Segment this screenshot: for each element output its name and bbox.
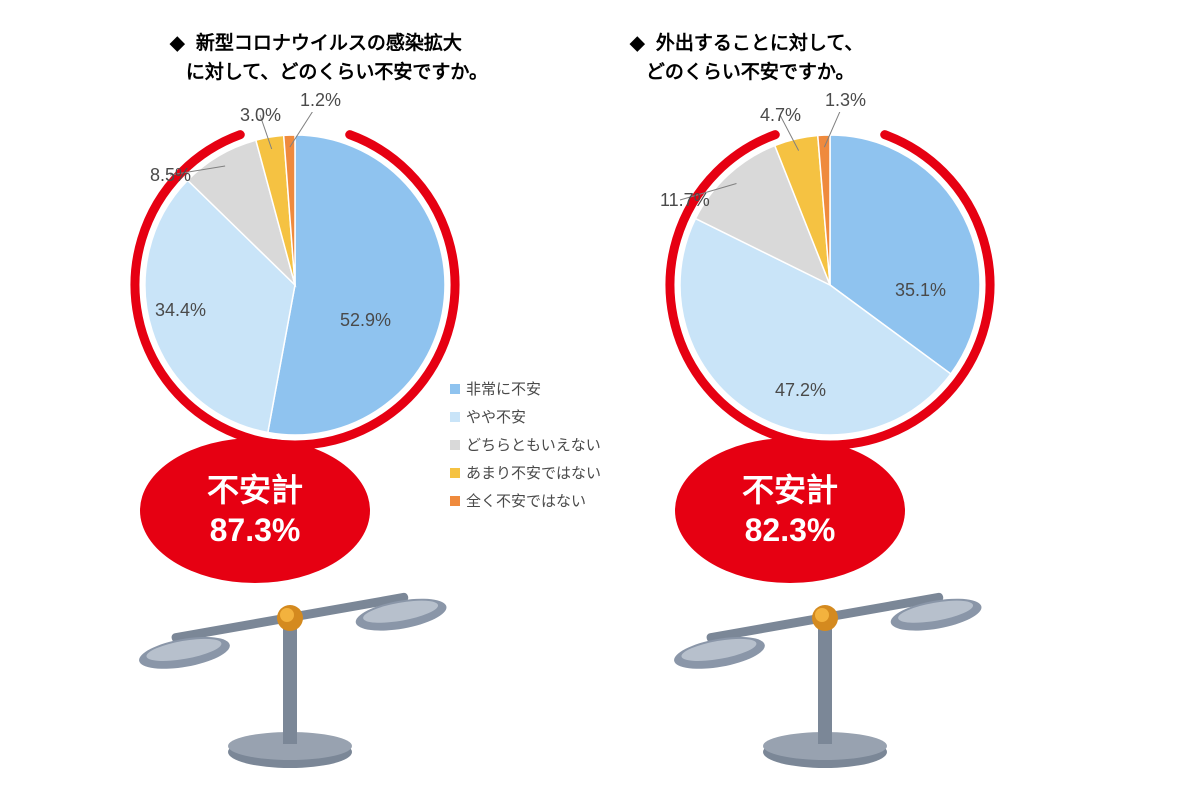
pie-label-neither: 8.5%	[150, 165, 191, 186]
legend-label: 非常に不安	[466, 378, 541, 399]
pie-label-not_very: 3.0%	[240, 105, 281, 126]
diamond-icon: ◆	[630, 30, 645, 59]
question-title-left: ◆ 新型コロナウイルスの感染拡大 に対して、どのくらい不安ですか。	[170, 30, 488, 87]
legend-label: やや不安	[466, 406, 526, 427]
balance-scale-icon	[655, 560, 995, 770]
legend-row: 全く不安ではない	[450, 490, 601, 511]
pie-chart-right	[657, 112, 1003, 458]
balance-scale-icon	[120, 560, 460, 770]
pie-label-somewhat_anxious: 47.2%	[775, 380, 826, 401]
pie-label-somewhat_anxious: 34.4%	[155, 300, 206, 321]
pie-label-not_at_all: 1.3%	[825, 90, 866, 111]
summary-right-value: 82.3%	[745, 510, 836, 550]
title-right-line2: どのくらい不安ですか。	[646, 62, 855, 83]
pie-label-very_anxious: 52.9%	[340, 310, 391, 331]
title-left-line1: 新型コロナウイルスの感染拡大	[196, 33, 462, 54]
legend-label: どちらともいえない	[466, 434, 601, 455]
title-left-line2: に対して、どのくらい不安ですか。	[186, 62, 488, 83]
legend-swatch	[450, 496, 460, 506]
diamond-icon: ◆	[170, 30, 185, 59]
summary-badge-left: 不安計 87.3%	[140, 438, 370, 583]
pie-label-not_very: 4.7%	[760, 105, 801, 126]
legend-label: あまり不安ではない	[466, 462, 601, 483]
legend-row: やや不安	[450, 406, 601, 427]
legend-swatch	[450, 384, 460, 394]
legend-row: あまり不安ではない	[450, 462, 601, 483]
legend-swatch	[450, 468, 460, 478]
summary-right-title: 不安計	[742, 470, 838, 510]
legend: 非常に不安やや不安どちらともいえないあまり不安ではない全く不安ではない	[450, 378, 601, 518]
pie-label-neither: 11.7%	[660, 190, 710, 211]
legend-row: どちらともいえない	[450, 434, 601, 455]
legend-row: 非常に不安	[450, 378, 601, 399]
legend-swatch	[450, 440, 460, 450]
summary-left-value: 87.3%	[210, 510, 301, 550]
pie-label-very_anxious: 35.1%	[895, 280, 946, 301]
question-title-right: ◆ 外出することに対して、 どのくらい不安ですか。	[630, 30, 863, 87]
legend-label: 全く不安ではない	[466, 490, 586, 511]
pie-label-not_at_all: 1.2%	[300, 90, 341, 111]
pie-chart-left	[122, 112, 468, 458]
legend-swatch	[450, 412, 460, 422]
summary-left-title: 不安計	[207, 470, 303, 510]
summary-badge-right: 不安計 82.3%	[675, 438, 905, 583]
title-right-line1: 外出することに対して、	[656, 33, 863, 54]
